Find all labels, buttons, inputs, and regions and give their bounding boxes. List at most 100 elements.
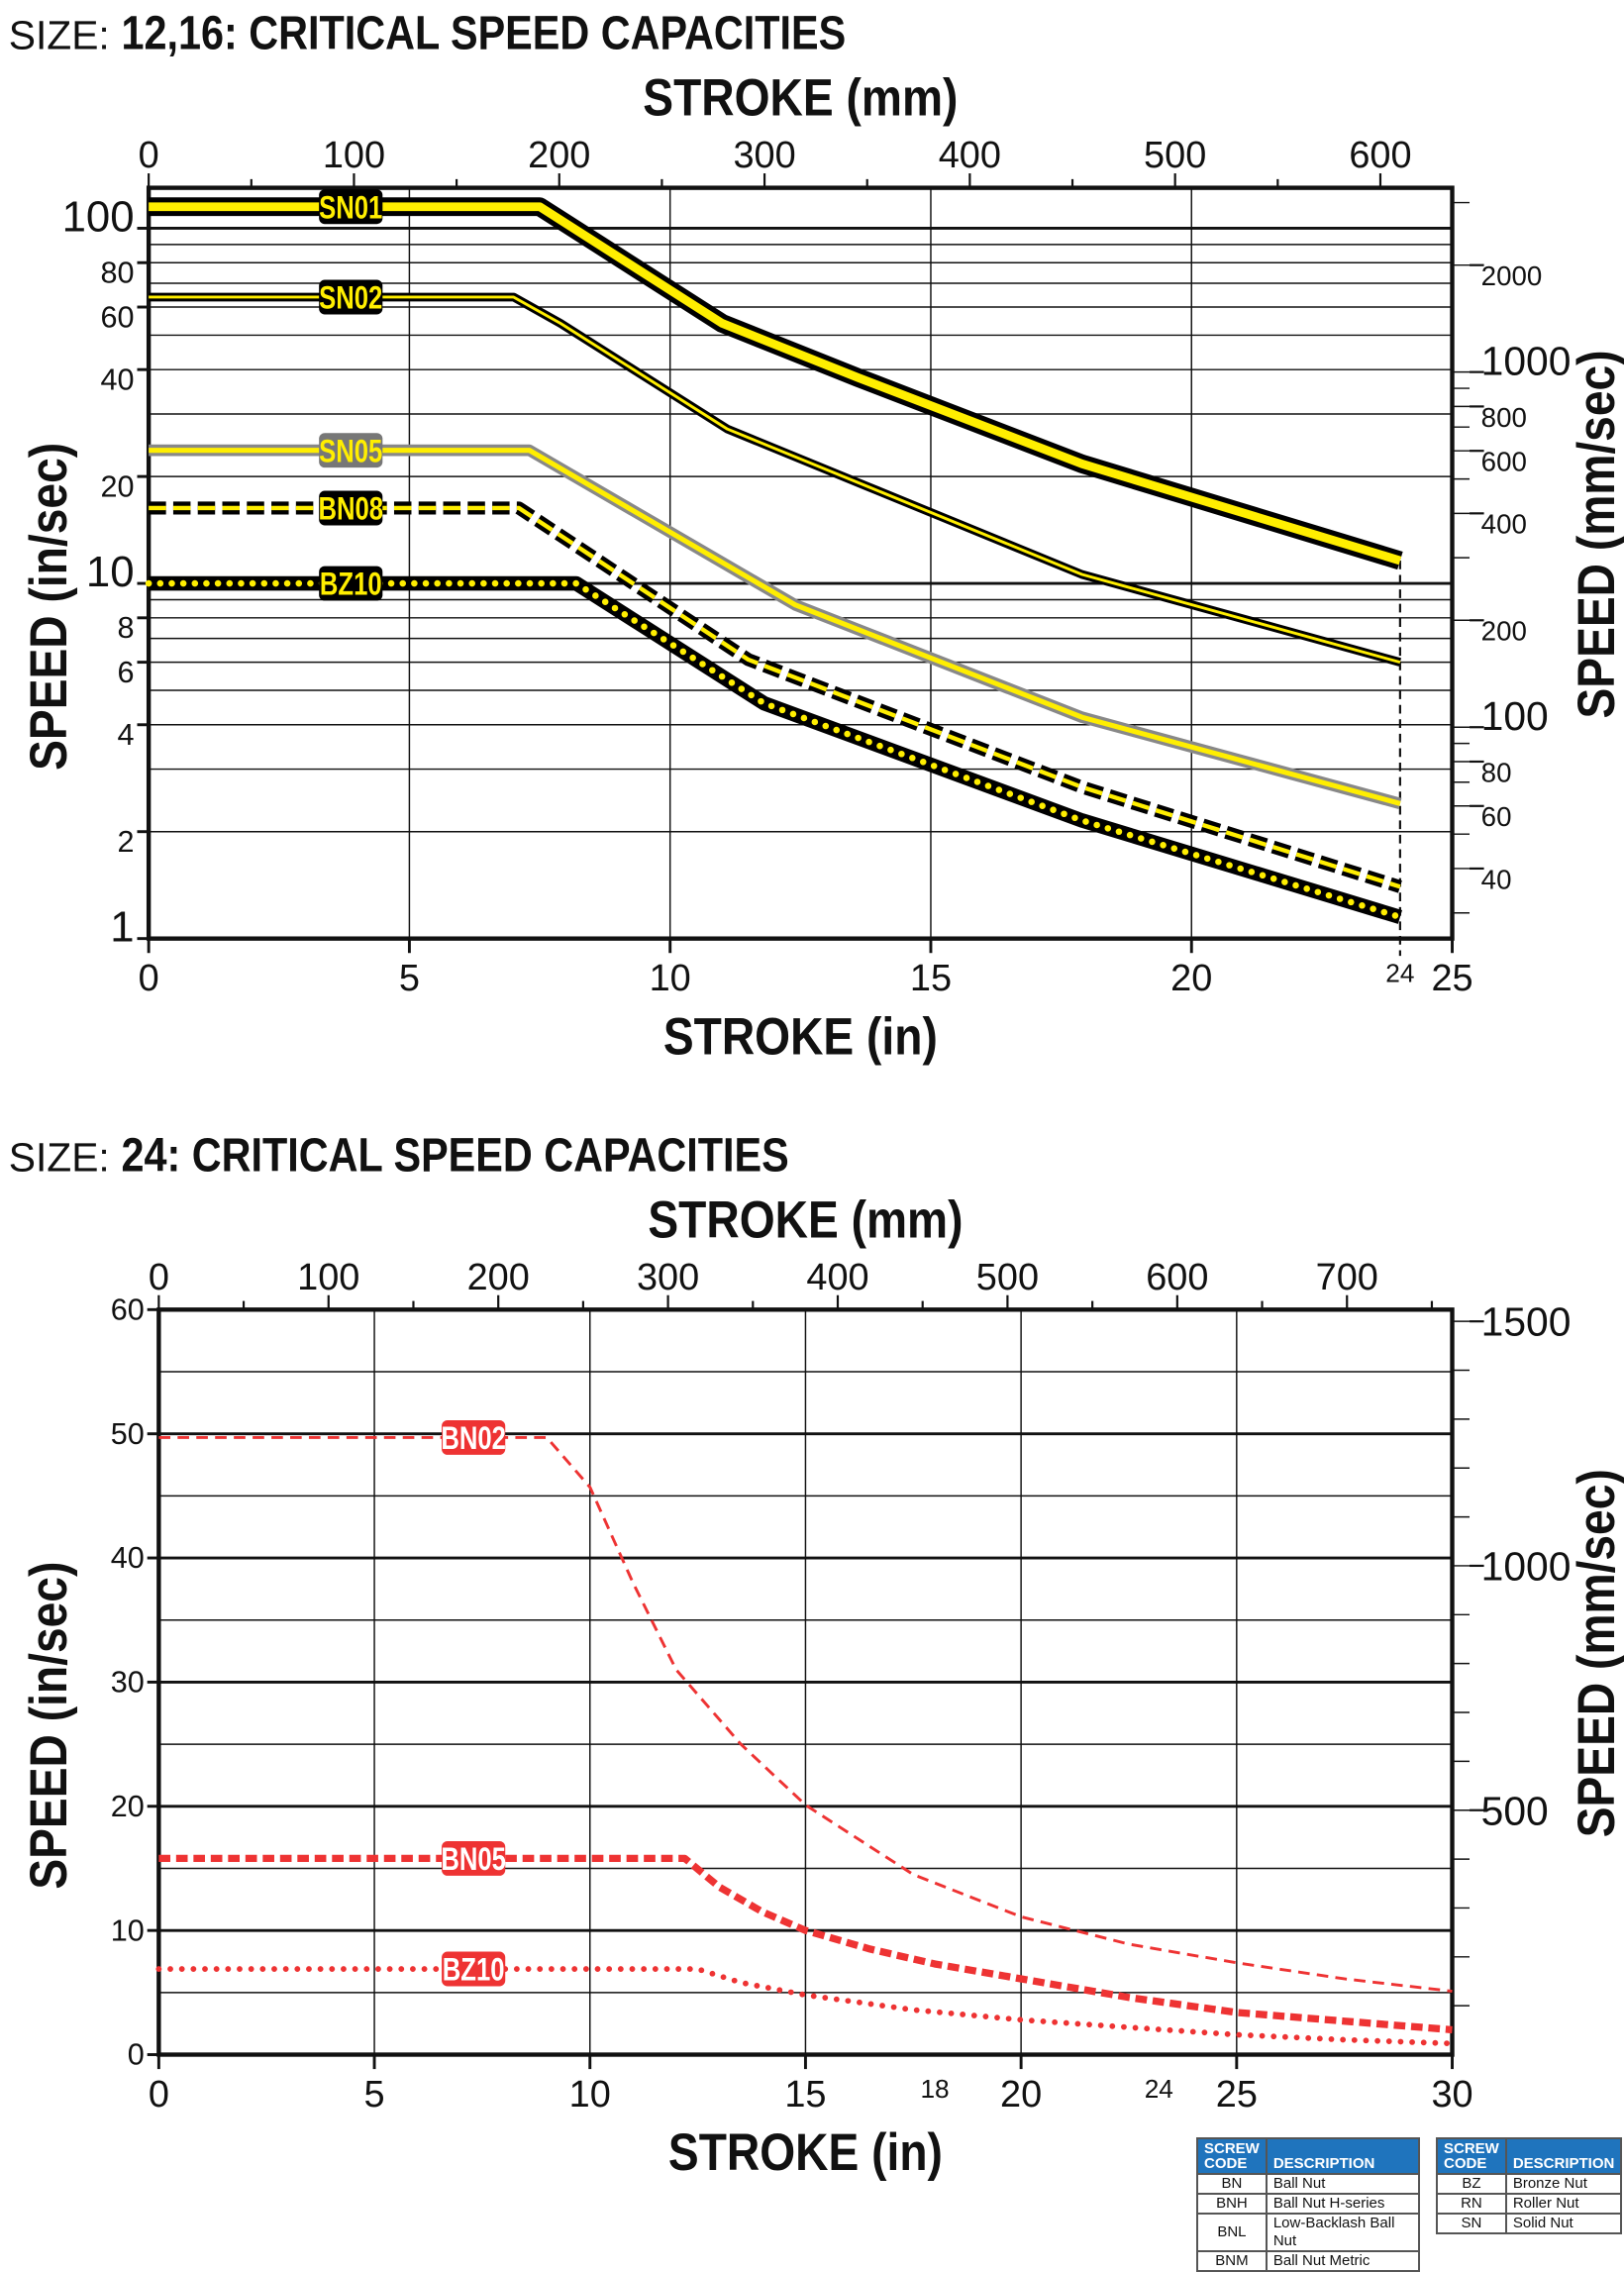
y2-tick-label: 100 — [1481, 693, 1549, 739]
code-cell: BNH — [1196, 2193, 1268, 2215]
x2-tick-label: 200 — [528, 135, 590, 176]
x-tick-label: 20 — [1170, 958, 1212, 999]
series-bz10: BZ10 — [145, 566, 1404, 924]
y2-tick-label: 800 — [1481, 402, 1527, 433]
x-axis-title: STROKE (in) — [668, 2123, 943, 2181]
x-axis-title: STROKE (in) — [663, 1008, 938, 1066]
header-screw-code: SCREW CODE — [1196, 2137, 1268, 2175]
y2-tick-label: 40 — [1481, 864, 1512, 894]
x-tick-label: 15 — [910, 958, 952, 999]
series-line-dots — [145, 579, 1404, 921]
y2-axis-title: SPEED (mm/sec) — [1568, 350, 1624, 718]
x-tick-label: 15 — [784, 2074, 826, 2116]
y2-tick-label: 2000 — [1481, 260, 1543, 291]
chart-2-header: SIZE: 24: CRITICAL SPEED CAPACITIES — [9, 1127, 789, 1182]
description-cell: Solid Nut — [1504, 2213, 1623, 2234]
x-tick-label: 5 — [399, 958, 420, 999]
x-tick-label: 10 — [569, 2074, 611, 2116]
x2-tick-label: 0 — [149, 1257, 169, 1298]
x-extra-tick-label: 18 — [920, 2074, 949, 2104]
y-tick-label: 0 — [128, 2038, 145, 2072]
series-label: BZ10 — [443, 1953, 505, 1988]
series-line-inner — [149, 202, 1402, 566]
x2-tick-label: 100 — [297, 1257, 359, 1298]
series-line-inner — [149, 505, 1401, 889]
x-extra-tick-label: 24 — [1145, 2074, 1173, 2104]
plot-frame — [146, 185, 1455, 941]
x2-tick-label: 100 — [323, 135, 385, 176]
y-axis-title: SPEED (in/sec) — [20, 443, 77, 771]
series-label-box — [442, 1840, 506, 1876]
series-label: SN01 — [319, 191, 382, 226]
y-tick-label: 40 — [101, 363, 135, 397]
series-line — [158, 1436, 1453, 1993]
x-tick-label: 30 — [1431, 2074, 1472, 2116]
x2-tick-label: 500 — [976, 1257, 1039, 1298]
series-label: BN02 — [441, 1421, 506, 1456]
table-row: BZ Bronze Nut — [1436, 2173, 1623, 2195]
x2-tick-label: 400 — [939, 135, 1001, 176]
series-label: SN05 — [319, 435, 382, 469]
series-line — [158, 1854, 1453, 2034]
code-cell: SN — [1436, 2213, 1507, 2234]
x2-tick-label: 500 — [1144, 135, 1206, 176]
y-axis-title: SPEED (in/sec) — [20, 1562, 77, 1890]
y-tick-label: 8 — [118, 611, 135, 645]
y2-tick-label: 1000 — [1481, 339, 1572, 384]
x2-tick-label: 300 — [733, 135, 795, 176]
x-extra-tick-label: 24 — [1385, 958, 1414, 987]
y-tick-label: 30 — [111, 1666, 145, 1700]
series-line-inner — [149, 295, 1401, 665]
y-tick-label: 1 — [110, 903, 134, 952]
x2-tick-label: 600 — [1349, 135, 1411, 176]
x2-tick-label: 700 — [1316, 1257, 1378, 1298]
y-tick-label: 10 — [111, 1913, 145, 1947]
series-label: BN08 — [318, 492, 383, 527]
table-row: RN Roller Nut — [1436, 2193, 1623, 2215]
table-row: BN Ball Nut — [1196, 2173, 1420, 2195]
y-tick-label: 50 — [111, 1417, 145, 1451]
size-label: SIZE: — [9, 13, 110, 58]
x-tick-label: 25 — [1431, 958, 1472, 999]
y2-tick-label: 500 — [1481, 1788, 1549, 1833]
description-cell: Ball Nut Metric — [1265, 2250, 1420, 2272]
code-cell: RN — [1436, 2193, 1507, 2215]
series-label-box — [319, 490, 383, 526]
code-cell: BN — [1196, 2173, 1268, 2195]
size-label: SIZE: — [9, 1134, 110, 1180]
series-label: BN05 — [441, 1842, 506, 1877]
screw-code-table-1: SCREW CODE DESCRIPTION BN Ball Nut BNH Ball… — [1196, 2137, 1420, 2272]
y2-tick-label: 1000 — [1481, 1544, 1572, 1590]
series-sn05: SN05 — [149, 433, 1402, 809]
x-tick-label: 5 — [364, 2074, 385, 2116]
x-tick-label: 20 — [1000, 2074, 1042, 2116]
table-row: BNL Low-Backlash Ball Nut — [1196, 2213, 1420, 2252]
y-tick-label: 20 — [101, 470, 135, 504]
table-row: BNH Ball Nut H-series — [1196, 2193, 1420, 2215]
chart-title: 24: CRITICAL SPEED CAPACITIES — [121, 1127, 788, 1182]
y2-tick-label: 80 — [1481, 757, 1512, 787]
series-sn02: SN02 — [149, 279, 1402, 667]
y2-axis-title: SPEED (mm/sec) — [1568, 1469, 1624, 1837]
series-bz10: BZ10 — [155, 1951, 1456, 2047]
x2-tick-label: 0 — [139, 135, 159, 176]
x2-axis-title: STROKE (mm) — [648, 1191, 963, 1249]
series-bn05: BN05 — [158, 1840, 1453, 2034]
series-label-box — [319, 566, 383, 601]
chart-2: 0 5 10 15 20 25 30 18 24 0 100 200 300 400 500 600 700 0 1… — [20, 1191, 1624, 2182]
chart-1-header: SIZE: 12,16: CRITICAL SPEED CAPACITIES — [9, 6, 846, 60]
code-cell: BNL — [1196, 2213, 1268, 2252]
chart-title: 12,16: CRITICAL SPEED CAPACITIES — [121, 6, 846, 60]
x2-tick-label: 300 — [637, 1257, 699, 1298]
y-tick-label: 6 — [118, 656, 135, 689]
y2-tick-label: 200 — [1481, 616, 1527, 647]
y-tick-label: 60 — [111, 1293, 145, 1327]
x2-tick-label: 400 — [806, 1257, 868, 1298]
series-bn02: BN02 — [158, 1419, 1453, 1993]
y-tick-label: 60 — [101, 300, 135, 334]
series-label-box — [442, 1419, 506, 1455]
x-tick-label: 10 — [650, 958, 691, 999]
series-sn01: SN01 — [149, 189, 1403, 570]
series-bn08: BN08 — [149, 490, 1402, 893]
x2-tick-label: 600 — [1146, 1257, 1208, 1298]
